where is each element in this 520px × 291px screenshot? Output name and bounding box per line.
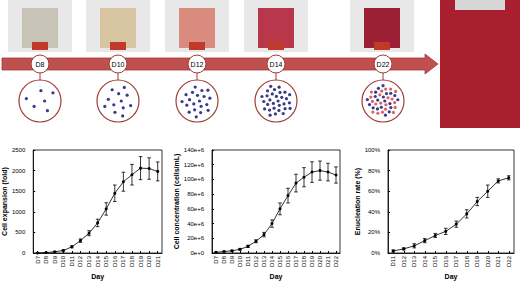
svg-text:D11: D11 — [390, 255, 396, 266]
svg-text:Cell expansion (fold): Cell expansion (fold) — [1, 167, 9, 236]
svg-text:D17: D17 — [120, 255, 126, 267]
svg-text:D21: D21 — [155, 255, 161, 267]
svg-text:D7: D7 — [35, 255, 41, 263]
svg-text:D12: D12 — [191, 61, 204, 68]
svg-text:D8: D8 — [43, 255, 49, 263]
svg-text:2500: 2500 — [12, 147, 26, 153]
svg-text:D9: D9 — [229, 255, 235, 263]
svg-text:D16: D16 — [285, 255, 291, 267]
svg-text:D8: D8 — [221, 255, 227, 263]
svg-text:D18: D18 — [464, 255, 470, 267]
svg-text:D10: D10 — [60, 255, 66, 267]
svg-text:D14: D14 — [269, 255, 275, 267]
svg-text:D20: D20 — [485, 255, 491, 267]
svg-text:D20: D20 — [317, 255, 323, 267]
svg-text:D18: D18 — [301, 255, 307, 267]
svg-text:D12: D12 — [253, 255, 259, 267]
svg-text:20e+6: 20e+6 — [187, 235, 205, 241]
svg-text:120e+6: 120e+6 — [184, 162, 205, 168]
svg-text:2000: 2000 — [12, 168, 26, 174]
svg-text:80e+6: 80e+6 — [187, 191, 205, 197]
svg-text:D8: D8 — [36, 61, 45, 68]
svg-text:D19: D19 — [309, 255, 315, 267]
svg-text:40%: 40% — [368, 209, 381, 215]
svg-text:D16: D16 — [443, 255, 449, 267]
svg-text:D10: D10 — [112, 61, 125, 68]
svg-text:D12: D12 — [401, 255, 407, 267]
svg-text:Enucleation rate (%): Enucleation rate (%) — [354, 168, 362, 235]
svg-text:140e+6: 140e+6 — [184, 147, 205, 153]
svg-text:D22: D22 — [333, 255, 339, 267]
svg-text:20%: 20% — [368, 229, 381, 235]
svg-text:D9: D9 — [52, 255, 58, 263]
svg-text:D15: D15 — [432, 255, 438, 267]
svg-text:Day: Day — [270, 273, 283, 281]
svg-text:D16: D16 — [112, 255, 118, 267]
svg-text:D18: D18 — [129, 255, 135, 267]
svg-text:D13: D13 — [411, 255, 417, 267]
svg-text:100%: 100% — [365, 147, 381, 153]
svg-text:0e+0: 0e+0 — [190, 250, 204, 256]
svg-text:D13: D13 — [86, 255, 92, 267]
svg-text:D17: D17 — [453, 255, 459, 267]
svg-text:D10: D10 — [237, 255, 243, 267]
svg-text:100e+6: 100e+6 — [184, 176, 205, 182]
svg-text:D13: D13 — [261, 255, 267, 267]
svg-text:D20: D20 — [146, 255, 152, 267]
svg-text:40e+6: 40e+6 — [187, 221, 205, 227]
svg-text:D21: D21 — [495, 255, 501, 267]
svg-text:1500: 1500 — [12, 188, 26, 194]
svg-text:D15: D15 — [103, 255, 109, 267]
svg-text:0%: 0% — [371, 250, 380, 256]
svg-text:D17: D17 — [293, 255, 299, 267]
svg-text:Day: Day — [445, 273, 458, 281]
svg-text:D11: D11 — [245, 255, 251, 266]
svg-text:D14: D14 — [270, 61, 283, 68]
svg-text:1000: 1000 — [12, 209, 26, 215]
svg-text:D7: D7 — [213, 255, 219, 263]
svg-text:D12: D12 — [77, 255, 83, 267]
svg-text:D19: D19 — [474, 255, 480, 267]
svg-text:D14: D14 — [95, 255, 101, 267]
svg-text:500: 500 — [15, 229, 26, 235]
svg-text:Day: Day — [91, 273, 104, 281]
svg-text:0: 0 — [22, 250, 26, 256]
svg-text:D19: D19 — [138, 255, 144, 267]
svg-text:D22: D22 — [506, 255, 512, 267]
svg-text:D14: D14 — [422, 255, 428, 267]
svg-text:D11: D11 — [69, 255, 75, 266]
svg-text:80%: 80% — [368, 168, 381, 174]
svg-text:D22: D22 — [377, 61, 390, 68]
svg-text:60%: 60% — [368, 188, 381, 194]
svg-text:D21: D21 — [325, 255, 331, 267]
svg-text:D15: D15 — [277, 255, 283, 267]
svg-text:Cell concentration (cells/mL): Cell concentration (cells/mL) — [173, 154, 181, 250]
svg-text:60e+6: 60e+6 — [187, 206, 205, 212]
